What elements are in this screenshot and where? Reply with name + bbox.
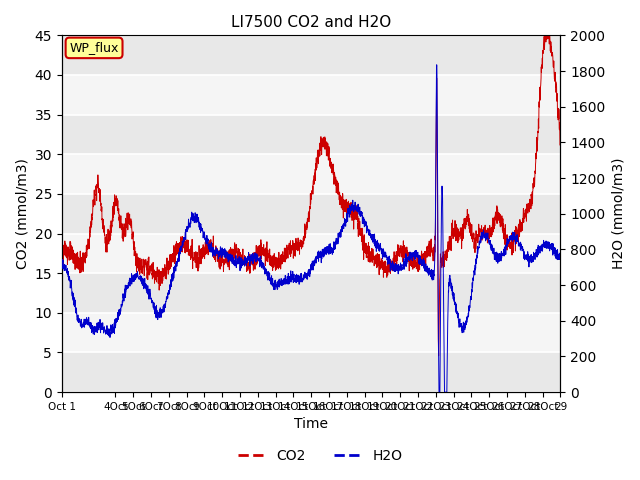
Bar bbox=[62, 194, 561, 234]
Bar bbox=[62, 154, 561, 194]
Bar bbox=[62, 115, 561, 154]
X-axis label: Time: Time bbox=[294, 418, 328, 432]
Title: LI7500 CO2 and H2O: LI7500 CO2 and H2O bbox=[231, 15, 391, 30]
Bar bbox=[62, 352, 561, 392]
Bar bbox=[62, 313, 561, 352]
Y-axis label: CO2 (mmol/m3): CO2 (mmol/m3) bbox=[15, 158, 29, 269]
Text: WP_flux: WP_flux bbox=[69, 41, 119, 54]
Legend: CO2, H2O: CO2, H2O bbox=[232, 443, 408, 468]
Bar bbox=[62, 0, 561, 36]
Bar bbox=[62, 75, 561, 115]
Bar bbox=[62, 36, 561, 75]
Bar bbox=[62, 234, 561, 273]
Bar bbox=[62, 273, 561, 313]
Y-axis label: H2O (mmol/m3): H2O (mmol/m3) bbox=[611, 158, 625, 269]
